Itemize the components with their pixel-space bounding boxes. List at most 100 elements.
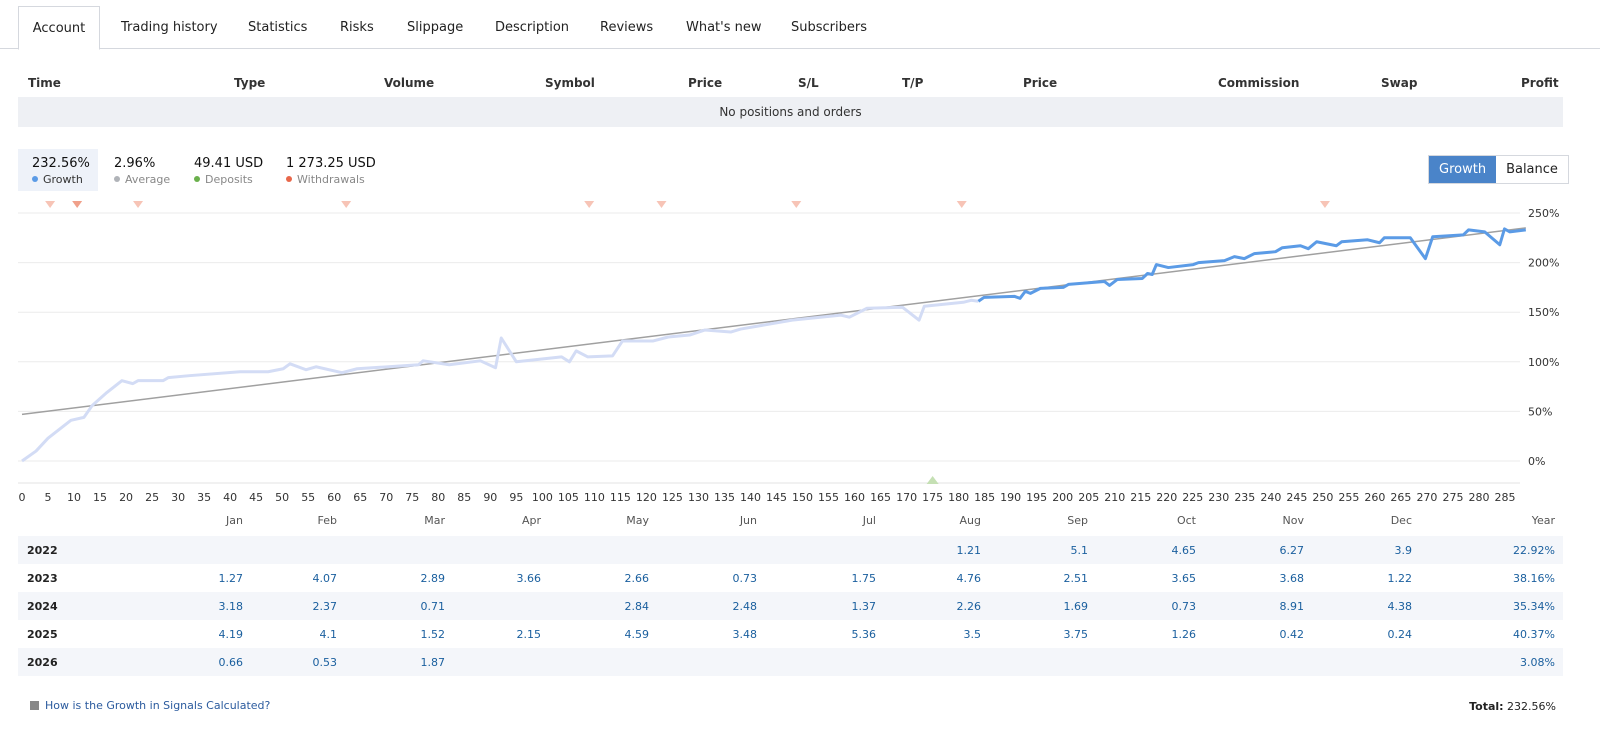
month-value[interactable]: 3.65 (1171, 572, 1197, 585)
growth-dot-icon (32, 176, 38, 182)
month-value[interactable]: 0.66 (218, 656, 244, 669)
total-value: 232.56% (1507, 700, 1556, 713)
month-value[interactable]: 1.75 (851, 572, 877, 585)
month-value[interactable]: 22.92% (1513, 544, 1555, 557)
x-tick-label: 170 (896, 491, 917, 504)
month-value[interactable]: 3.75 (1063, 628, 1089, 641)
x-tick-label: 105 (558, 491, 579, 504)
table-row: 2025 4.19 4.1 1.52 2.15 4.59 3.48 5.36 3.5 3.75 1.… (18, 620, 1563, 648)
x-tick-label: 240 (1260, 491, 1281, 504)
month-value[interactable]: 3.68 (1279, 572, 1305, 585)
month-value[interactable]: 40.37% (1513, 628, 1555, 641)
col-commission: Commission (1218, 76, 1300, 90)
x-tick-label: 120 (636, 491, 657, 504)
month-value[interactable]: 35.34% (1513, 600, 1555, 613)
tab-account[interactable]: Account (18, 6, 100, 50)
month-header: Oct (1176, 514, 1196, 527)
tab-description[interactable]: Description (495, 20, 570, 35)
col-tp: T/P (902, 76, 924, 90)
month-value[interactable]: 1.27 (218, 572, 244, 585)
table-row: 2024 3.18 2.37 0.71 2.84 2.48 1.37 2.26 1.69 0.73… (18, 592, 1563, 620)
stat-label: Deposits (205, 173, 253, 186)
month-value[interactable]: 1.26 (1171, 628, 1197, 641)
x-tick-label: 45 (249, 491, 263, 504)
x-tick-label: 250 (1312, 491, 1333, 504)
month-value[interactable]: 2.26 (956, 600, 982, 613)
month-value[interactable]: 3.5 (963, 628, 982, 641)
month-value[interactable]: 1.37 (851, 600, 877, 613)
x-tick-label: 160 (844, 491, 865, 504)
tab-risks[interactable]: Risks (340, 20, 374, 35)
year-label: 2022 (27, 544, 58, 557)
x-tick-label: 55 (301, 491, 315, 504)
col-swap: Swap (1381, 76, 1418, 90)
stat-growth[interactable]: 232.56% Growth (18, 149, 98, 191)
month-value[interactable]: 4.65 (1171, 544, 1197, 557)
month-value[interactable]: 0.73 (732, 572, 758, 585)
month-value[interactable]: 2.48 (732, 600, 758, 613)
month-value[interactable]: 1.87 (420, 656, 446, 669)
month-value[interactable]: 1.22 (1387, 572, 1413, 585)
tab-subscribers[interactable]: Subscribers (791, 20, 867, 35)
month-header: Jan (226, 514, 243, 527)
tab-whats-new[interactable]: What's new (686, 20, 762, 35)
month-value[interactable]: 4.1 (319, 628, 338, 641)
col-time: Time (28, 76, 61, 90)
month-value[interactable]: 0.73 (1171, 600, 1197, 613)
x-tick-label: 180 (948, 491, 969, 504)
x-tick-label: 235 (1234, 491, 1255, 504)
month-value[interactable]: 2.66 (624, 572, 650, 585)
month-value[interactable]: 8.91 (1279, 600, 1305, 613)
month-value[interactable]: 0.53 (312, 656, 338, 669)
growth-button[interactable]: Growth (1429, 156, 1497, 183)
year-label: 2023 (27, 572, 58, 585)
month-value[interactable]: 2.89 (420, 572, 446, 585)
month-value[interactable]: 1.52 (420, 628, 446, 641)
month-value[interactable]: 2.15 (516, 628, 542, 641)
month-value[interactable]: 1.21 (956, 544, 982, 557)
month-value[interactable]: 3.66 (516, 572, 542, 585)
month-value[interactable]: 2.51 (1063, 572, 1089, 585)
month-value[interactable]: 3.9 (1394, 544, 1413, 557)
month-value[interactable]: 6.27 (1279, 544, 1305, 557)
balance-button[interactable]: Balance (1506, 162, 1558, 177)
average-dot-icon (114, 176, 120, 182)
month-value[interactable]: 3.18 (218, 600, 244, 613)
month-value[interactable]: 1.69 (1063, 600, 1089, 613)
withdrawal-marker-icon (133, 201, 144, 208)
x-tick-label: 95 (509, 491, 523, 504)
tab-slippage[interactable]: Slippage (407, 20, 464, 35)
total-growth: Total: 232.56% (1469, 700, 1556, 713)
x-tick-label: 205 (1078, 491, 1099, 504)
month-value[interactable]: 4.76 (956, 572, 982, 585)
x-tick-label: 200 (1052, 491, 1073, 504)
month-value[interactable]: 5.1 (1070, 544, 1089, 557)
month-value[interactable]: 2.37 (312, 600, 338, 613)
month-header: Year (1531, 514, 1555, 527)
growth-calculation-link[interactable]: How is the Growth in Signals Calculated? (30, 699, 270, 712)
month-value[interactable]: 0.42 (1279, 628, 1305, 641)
month-value[interactable]: 4.59 (624, 628, 650, 641)
tab-statistics[interactable]: Statistics (248, 20, 308, 35)
tab-trading-history[interactable]: Trading history (121, 20, 218, 35)
x-tick-label: 265 (1390, 491, 1411, 504)
tab-reviews[interactable]: Reviews (600, 20, 654, 35)
deposit-marker-icon (926, 476, 939, 484)
month-value[interactable]: 4.19 (218, 628, 244, 641)
month-value[interactable]: 0.24 (1387, 628, 1413, 641)
month-value[interactable]: 3.48 (732, 628, 758, 641)
month-value[interactable]: 3.08% (1520, 656, 1555, 669)
month-value[interactable]: 2.84 (624, 600, 650, 613)
month-header: Jul (862, 514, 876, 527)
chart-mode-toggle: Growth Balance (1428, 155, 1569, 184)
month-value[interactable]: 4.38 (1387, 600, 1413, 613)
table-row: 2026 0.66 0.53 1.87 3.08% (18, 648, 1563, 676)
x-tick-label: 130 (688, 491, 709, 504)
x-tick-label: 35 (197, 491, 211, 504)
stat-label: Withdrawals (297, 173, 365, 186)
month-value[interactable]: 5.36 (851, 628, 877, 641)
month-value[interactable]: 38.16% (1513, 572, 1555, 585)
y-tick-label: 50% (1528, 405, 1552, 418)
month-value[interactable]: 4.07 (312, 572, 338, 585)
month-value[interactable]: 0.71 (420, 600, 446, 613)
